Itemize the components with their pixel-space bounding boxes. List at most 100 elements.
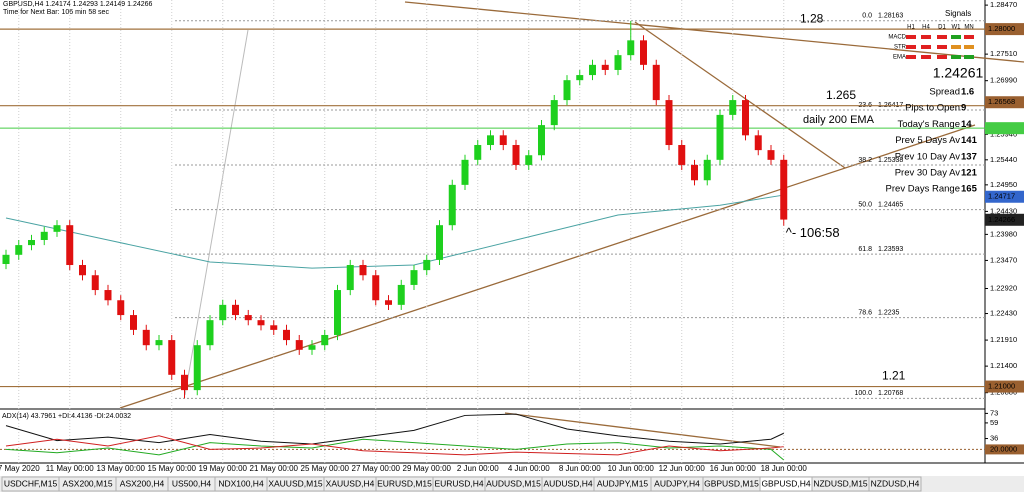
candle-body bbox=[334, 290, 341, 335]
x-tick-label: 4 Jun 00:00 bbox=[508, 464, 550, 473]
adx-tick-label: 20.0000 bbox=[990, 444, 1017, 453]
tab-label[interactable]: USDCHF,M15 bbox=[4, 478, 58, 488]
daily-ema-tag bbox=[985, 122, 1024, 135]
candle-body bbox=[614, 55, 622, 70]
y-tick-label: 1.25440 bbox=[990, 155, 1017, 164]
info-label: Pips to Open bbox=[905, 103, 960, 114]
tab-label[interactable]: ASX200,H4 bbox=[120, 478, 165, 488]
candle-body bbox=[66, 225, 74, 266]
info-label: Spread bbox=[929, 87, 960, 98]
y-tick-label: 1.21910 bbox=[990, 335, 1017, 344]
signals-title: Signals bbox=[945, 9, 971, 18]
tab-label[interactable]: US500,H4 bbox=[172, 478, 211, 488]
candle-body bbox=[79, 265, 86, 276]
info-value: 141 bbox=[961, 135, 978, 146]
indicator-name: STR bbox=[894, 45, 907, 51]
tab-label[interactable]: AUDUSD,M15 bbox=[486, 478, 541, 488]
candle-body bbox=[627, 40, 635, 56]
y-tick-label: 1.21400 bbox=[990, 361, 1017, 370]
timeframe-label: MN bbox=[964, 25, 973, 31]
candle-body bbox=[206, 320, 214, 346]
candle-body bbox=[499, 135, 507, 146]
candle-body bbox=[346, 265, 354, 291]
candle-body bbox=[28, 240, 35, 246]
tab-label[interactable]: GBPUSD,M15 bbox=[704, 478, 759, 488]
candle-body bbox=[448, 184, 456, 226]
info-value: 121 bbox=[961, 168, 978, 179]
countdown: ^- 106:58 bbox=[786, 225, 840, 240]
fib-level: 0.0 bbox=[862, 13, 872, 20]
candle-body bbox=[716, 114, 724, 160]
x-tick-label: 25 May 00:00 bbox=[301, 464, 350, 473]
signal-cell bbox=[921, 55, 931, 59]
y-tick-label: 1.26990 bbox=[990, 76, 1017, 85]
adx-tick-label: 73 bbox=[990, 408, 998, 417]
tab-label[interactable]: AUDJPY,H4 bbox=[654, 478, 700, 488]
candle-body bbox=[487, 135, 494, 146]
adx-line bbox=[5, 435, 784, 456]
candle-body bbox=[385, 300, 392, 305]
price-tag-label: 1.24266 bbox=[988, 215, 1015, 224]
x-tick-label: 18 Jun 00:00 bbox=[761, 464, 808, 473]
candle-body bbox=[423, 259, 431, 271]
candle-body bbox=[142, 329, 150, 346]
indicator-name: EMA bbox=[893, 55, 906, 61]
candle-body bbox=[257, 320, 265, 326]
candle-body bbox=[665, 100, 673, 146]
tab-label[interactable]: EURUSD,H4 bbox=[434, 478, 483, 488]
daily-ema-label: daily 200 EMA bbox=[803, 114, 875, 126]
candle-body bbox=[359, 265, 367, 276]
tab-label[interactable]: GBPUSD,H4 bbox=[761, 478, 810, 488]
info-label: Prev Days Range bbox=[886, 184, 960, 195]
candle-body bbox=[474, 145, 482, 160]
signal-cell bbox=[964, 45, 974, 49]
signal-cell bbox=[921, 45, 931, 49]
tab-label[interactable]: AUDUSD,H4 bbox=[543, 478, 592, 488]
signal-cell bbox=[906, 35, 916, 39]
y-tick-label: 1.23980 bbox=[990, 229, 1017, 238]
fib-price: 1.20768 bbox=[878, 390, 903, 397]
candle-body bbox=[219, 304, 227, 321]
tab-label[interactable]: NZDUSD,M15 bbox=[813, 478, 868, 488]
y-tick-label: 1.28470 bbox=[990, 0, 1017, 9]
trend-line bbox=[404, 1, 1024, 63]
trend-line bbox=[119, 124, 976, 409]
tab-label[interactable]: EURUSD,M15 bbox=[377, 478, 432, 488]
level-annotation: 1.265 bbox=[826, 88, 856, 102]
candle-body bbox=[601, 64, 609, 70]
trend-line bbox=[184, 29, 249, 396]
candle-body bbox=[91, 275, 99, 291]
x-tick-label: 12 Jun 00:00 bbox=[659, 464, 706, 473]
candle-body bbox=[168, 340, 176, 375]
tab-label[interactable]: ASX200,M15 bbox=[62, 478, 112, 488]
x-tick-label: 11 May 00:00 bbox=[46, 464, 94, 473]
fib-level: 100.0 bbox=[854, 390, 872, 397]
price-tag bbox=[985, 380, 1024, 393]
price-tag bbox=[985, 190, 1024, 203]
x-tick-label: 27 May 00:00 bbox=[352, 464, 401, 473]
candle-body bbox=[410, 270, 418, 285]
candle-body bbox=[40, 231, 48, 240]
candle-body bbox=[244, 315, 252, 321]
candle-body bbox=[678, 145, 686, 165]
adx-title: ADX(14) 43.7961 +DI:4.4136 -DI:24.0032 bbox=[2, 413, 131, 420]
candle-body bbox=[754, 135, 762, 151]
tab-label[interactable]: XAUUSD,H4 bbox=[326, 478, 375, 488]
price-tag bbox=[985, 23, 1024, 36]
info-label: Today's Range bbox=[897, 119, 960, 130]
tab-label[interactable]: AUDJPY,M15 bbox=[597, 478, 649, 488]
signal-cell bbox=[964, 55, 974, 59]
tab-label[interactable]: XAUUSD,M15 bbox=[268, 478, 323, 488]
candle-body bbox=[742, 100, 749, 136]
candle-body bbox=[538, 125, 545, 156]
signal-cell bbox=[937, 55, 947, 59]
fib-price: 1.24465 bbox=[878, 201, 903, 208]
tab[interactable] bbox=[868, 476, 922, 492]
fib-level: 38.2 bbox=[858, 157, 872, 164]
tab-label[interactable]: NDX100,H4 bbox=[218, 478, 264, 488]
adx-line bbox=[5, 413, 784, 445]
tab-label[interactable]: NZDUSD,H4 bbox=[871, 478, 920, 488]
